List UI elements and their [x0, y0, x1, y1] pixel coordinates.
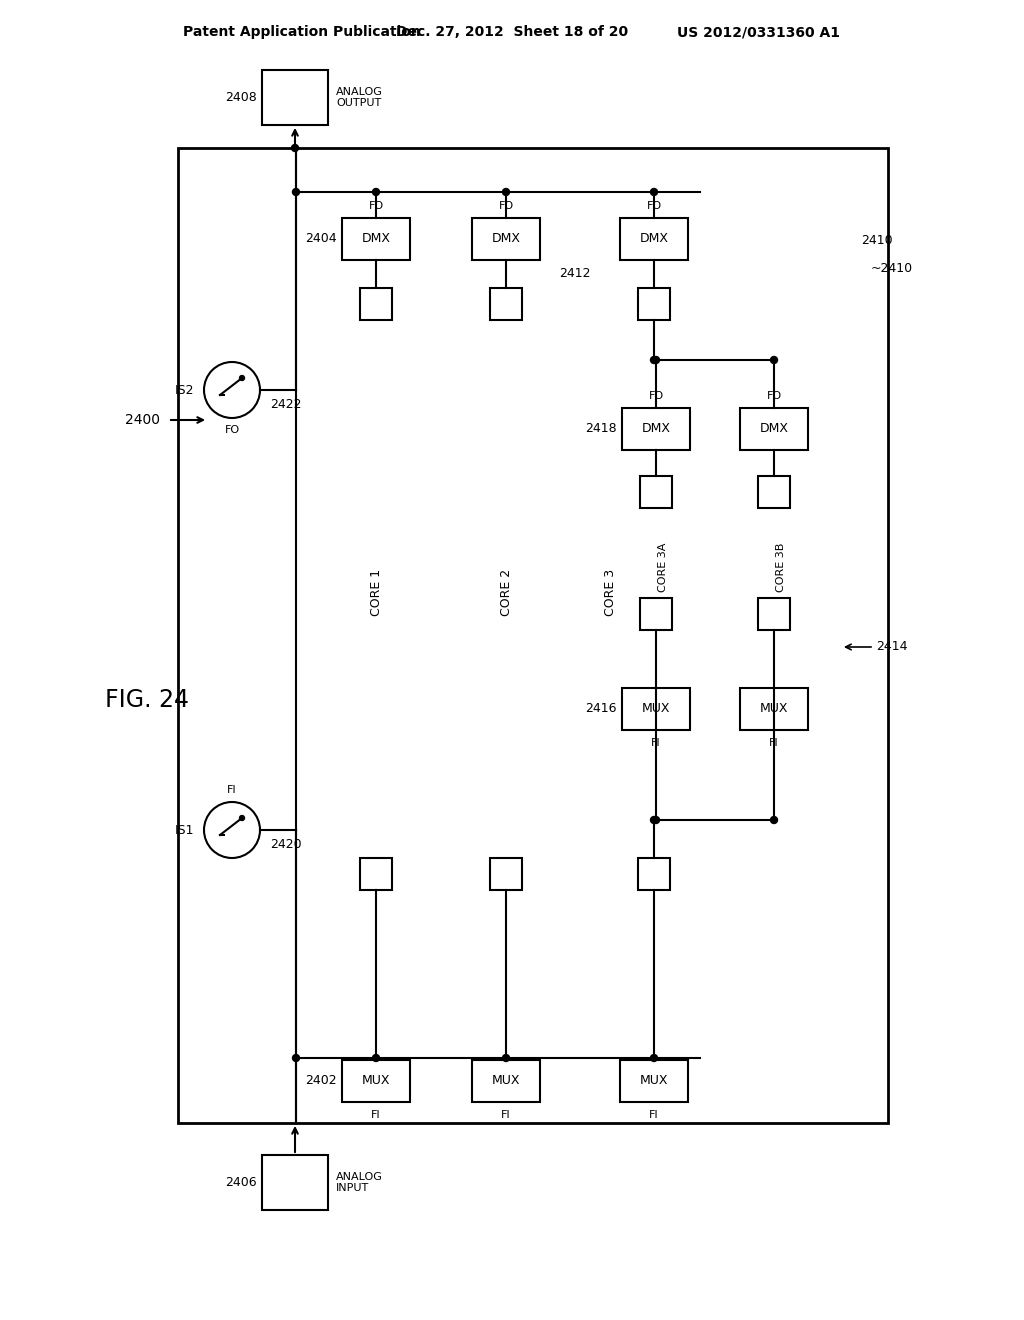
Circle shape — [503, 1055, 510, 1061]
Circle shape — [650, 817, 657, 824]
Bar — [342, 1060, 410, 1102]
Bar — [726, 473, 836, 663]
Bar — [620, 1060, 688, 1102]
Circle shape — [770, 817, 777, 824]
Bar — [640, 477, 672, 508]
Circle shape — [770, 356, 777, 363]
Circle shape — [204, 362, 260, 418]
Bar — [608, 473, 718, 663]
Circle shape — [650, 189, 657, 195]
Text: 2422: 2422 — [270, 399, 301, 412]
Bar — [262, 70, 328, 125]
Text: 2412: 2412 — [559, 267, 591, 280]
Circle shape — [240, 816, 245, 821]
Text: Patent Application Publication: Patent Application Publication — [183, 25, 421, 40]
Text: DMX: DMX — [640, 232, 669, 246]
Circle shape — [652, 356, 659, 363]
Bar — [360, 858, 392, 890]
Text: 2400: 2400 — [125, 413, 160, 426]
Text: 2404: 2404 — [305, 232, 337, 246]
Text: FI: FI — [371, 1110, 381, 1119]
Text: IS1: IS1 — [174, 824, 194, 837]
Text: MUX: MUX — [642, 702, 671, 715]
Circle shape — [650, 1055, 657, 1061]
Bar — [342, 218, 410, 260]
Text: DMX: DMX — [361, 232, 390, 246]
Bar — [620, 218, 688, 260]
Text: 2416: 2416 — [586, 702, 617, 715]
Bar — [360, 288, 392, 319]
Bar — [758, 598, 790, 630]
Text: US 2012/0331360 A1: US 2012/0331360 A1 — [677, 25, 840, 40]
Text: IS2: IS2 — [174, 384, 194, 396]
Bar — [758, 477, 790, 508]
Bar — [638, 858, 670, 890]
Text: DMX: DMX — [492, 232, 520, 246]
Text: MUX: MUX — [760, 702, 788, 715]
Text: CORE 3B: CORE 3B — [776, 543, 786, 591]
Bar — [472, 1060, 540, 1102]
Bar — [490, 288, 522, 319]
Text: MUX: MUX — [361, 1074, 390, 1088]
Text: 2402: 2402 — [305, 1074, 337, 1088]
Text: MUX: MUX — [492, 1074, 520, 1088]
Text: Dec. 27, 2012  Sheet 18 of 20: Dec. 27, 2012 Sheet 18 of 20 — [396, 25, 628, 40]
Circle shape — [293, 189, 299, 195]
Text: FO: FO — [224, 425, 240, 436]
Text: 2406: 2406 — [225, 1176, 257, 1189]
Bar — [490, 858, 522, 890]
Text: 2420: 2420 — [270, 838, 302, 851]
Circle shape — [503, 189, 510, 195]
Text: CORE 1: CORE 1 — [370, 569, 383, 615]
Text: DMX: DMX — [641, 422, 671, 436]
Circle shape — [293, 1055, 299, 1061]
Text: CORE 2: CORE 2 — [500, 569, 512, 615]
Bar — [740, 688, 808, 730]
Bar — [622, 688, 690, 730]
Bar — [638, 288, 670, 319]
Circle shape — [373, 189, 380, 195]
Text: FI: FI — [501, 1110, 511, 1119]
Circle shape — [240, 375, 245, 380]
Text: FO: FO — [499, 201, 514, 211]
Bar — [740, 408, 808, 450]
Circle shape — [650, 356, 657, 363]
Text: ~2410: ~2410 — [871, 261, 913, 275]
Text: MUX: MUX — [640, 1074, 669, 1088]
Text: FI: FI — [651, 738, 660, 748]
Text: DMX: DMX — [760, 422, 788, 436]
Bar — [319, 261, 432, 921]
Text: ANALOG
OUTPUT: ANALOG OUTPUT — [336, 87, 383, 108]
Bar — [622, 408, 690, 450]
Circle shape — [204, 803, 260, 858]
Text: 2418: 2418 — [586, 422, 617, 436]
Bar — [178, 148, 888, 1123]
Text: FI: FI — [769, 738, 779, 748]
Text: FIG. 24: FIG. 24 — [105, 688, 189, 711]
Text: FI: FI — [649, 1110, 658, 1119]
Text: FO: FO — [766, 391, 781, 401]
Text: FO: FO — [646, 201, 662, 211]
Bar — [262, 1155, 328, 1210]
Text: CORE 3A: CORE 3A — [658, 543, 668, 591]
Text: CORE 3: CORE 3 — [603, 569, 616, 615]
Circle shape — [373, 1055, 380, 1061]
Text: FO: FO — [648, 391, 664, 401]
Bar — [472, 218, 540, 260]
Bar — [450, 261, 562, 921]
Bar — [640, 598, 672, 630]
Text: ANALOG
INPUT: ANALOG INPUT — [336, 1172, 383, 1193]
Text: 2414: 2414 — [876, 640, 907, 653]
Text: 2410: 2410 — [861, 234, 893, 247]
Text: FI: FI — [227, 785, 237, 795]
Circle shape — [652, 817, 659, 824]
Text: FO: FO — [369, 201, 384, 211]
Text: 2408: 2408 — [225, 91, 257, 104]
Bar — [596, 261, 866, 921]
Circle shape — [292, 144, 299, 152]
